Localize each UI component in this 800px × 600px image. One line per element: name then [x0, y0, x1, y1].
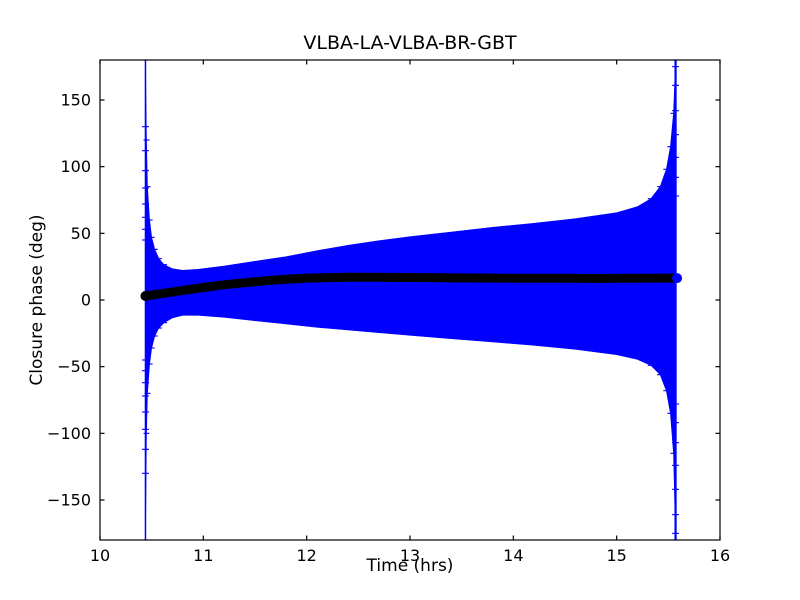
y-tick-label: 150 [60, 91, 91, 110]
error-envelope [145, 59, 676, 541]
x-tick-label: 11 [193, 546, 213, 565]
x-tick-label: 10 [90, 546, 110, 565]
y-tick-label: −50 [57, 357, 91, 376]
closure-phase-points [141, 272, 681, 301]
plot-title: VLBA-LA-VLBA-BR-GBT [303, 32, 517, 54]
y-tick-label: 0 [81, 291, 91, 310]
x-tick-label: 14 [503, 546, 523, 565]
x-tick-label: 13 [400, 546, 420, 565]
last-errorbar [672, 60, 680, 540]
y-tick-label: 100 [60, 157, 91, 176]
y-tick-label: −100 [47, 424, 91, 443]
x-axis-label: Time (hrs) [366, 556, 454, 576]
last-point-marker [672, 273, 683, 284]
x-tick-label: 16 [710, 546, 730, 565]
axis-ticks [99, 60, 721, 540]
y-tick-label: 50 [71, 224, 91, 243]
x-tick-label: 12 [296, 546, 316, 565]
x-tick-label: 15 [606, 546, 626, 565]
y-tick-label: −150 [47, 491, 91, 510]
first-point-marker [140, 291, 151, 301]
